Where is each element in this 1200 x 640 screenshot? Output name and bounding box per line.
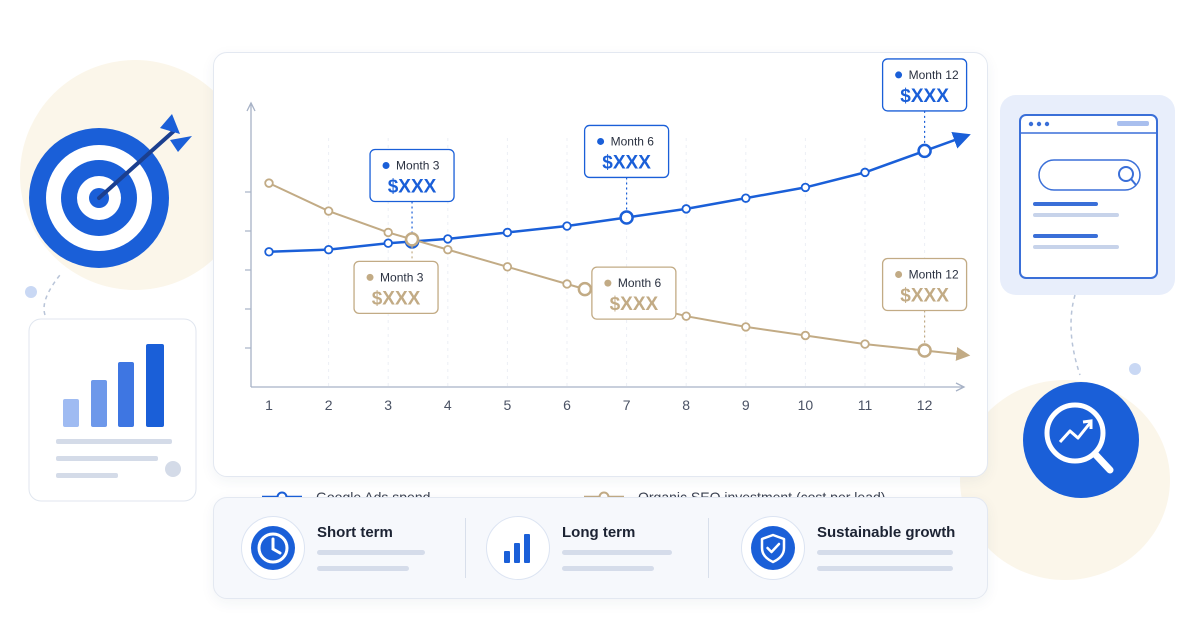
callout-box	[583, 124, 670, 179]
benefit-title: Long term	[562, 524, 636, 541]
data-point-ads	[502, 227, 513, 238]
callout-label: Month 6	[618, 276, 662, 290]
x-tick-label: 6	[563, 397, 571, 413]
target-arrow-icon	[29, 114, 192, 268]
growth-bar-chart-icon	[28, 318, 197, 502]
text-placeholder-line	[562, 550, 672, 555]
callout-value: $XXX	[610, 294, 659, 315]
benefits-card: Short term Long term Sustainable growth	[213, 497, 988, 599]
clock-icon	[241, 516, 305, 580]
data-point-seo	[860, 339, 870, 349]
callout-box	[881, 58, 968, 112]
x-tick-label: 2	[325, 397, 333, 413]
x-tick-label: 11	[858, 397, 873, 413]
benefit-long-term: Long term	[486, 516, 726, 580]
analytics-magnifier-icon	[1023, 382, 1139, 498]
data-point-seo	[681, 311, 691, 321]
y-axis-arrow	[246, 101, 256, 112]
callout-dot	[597, 137, 605, 145]
right-illustrations	[1000, 95, 1175, 498]
data-point-seo	[502, 262, 513, 272]
x-tick-label: 12	[917, 397, 933, 413]
data-point-ads	[741, 193, 751, 203]
x-tick-label: 5	[504, 397, 512, 413]
x-tick-label: 3	[384, 397, 392, 413]
data-point-seo	[323, 206, 334, 216]
data-point-ads	[383, 238, 393, 248]
data-point-ads	[562, 221, 572, 231]
callout-label: Month 12	[909, 268, 959, 282]
x-axis-arrow	[955, 382, 966, 392]
chart-card: 1 2 3 4 5 6 7 8 9 10 11 12 Month 3 $XXX Month 6 $XXX Mo…	[213, 52, 988, 505]
benefit-title: Short term	[317, 524, 393, 541]
text-placeholder-line	[817, 550, 953, 555]
callout-label: Month 6	[611, 134, 655, 148]
callout-box	[369, 148, 455, 203]
callout-label: Month 12	[909, 68, 959, 82]
callout-ads-month-6: Month 6 $XXX	[583, 124, 670, 225]
text-placeholder-line	[317, 550, 425, 555]
data-point-ads	[681, 204, 691, 214]
browser-search-icon	[1000, 95, 1175, 295]
x-tick-label: 4	[444, 397, 452, 413]
callout-seo-month-3: Month 3 $XXX	[353, 232, 439, 314]
callout-value: $XXX	[900, 286, 949, 307]
callout-highlight-point	[404, 232, 420, 247]
callout-ads-month-12: Month 12 $XXX	[881, 58, 968, 159]
callout-dot	[366, 273, 374, 281]
left-illustrations	[25, 114, 197, 502]
x-tick-label: 1	[265, 397, 273, 413]
data-point-seo	[383, 227, 393, 238]
x-tick-label: 9	[742, 397, 750, 413]
callout-label: Month 3	[380, 270, 424, 284]
text-placeholder-line	[817, 566, 953, 571]
data-point-seo	[562, 279, 572, 289]
callout-dot	[604, 279, 612, 287]
benefit-short-term: Short term	[241, 516, 481, 580]
data-point-seo	[443, 244, 453, 255]
callout-value: $XXX	[372, 288, 421, 309]
x-tick-label: 10	[798, 397, 814, 413]
callout-box	[591, 266, 677, 320]
callout-seo-month-12: Month 12 $XXX	[881, 257, 968, 358]
callout-highlight-point	[577, 281, 593, 297]
data-point-ads	[443, 234, 453, 244]
benefit-title: Sustainable growth	[817, 524, 956, 541]
callout-label: Month 3	[396, 158, 440, 172]
text-placeholder-line	[562, 566, 654, 571]
data-point-ads	[800, 182, 811, 193]
callout-box	[353, 260, 439, 314]
callout-box	[881, 257, 968, 312]
text-placeholder-line	[317, 566, 409, 571]
callout-highlight-point	[619, 210, 634, 225]
x-tick-label: 7	[623, 397, 631, 413]
data-point-seo	[741, 322, 751, 332]
divider	[708, 518, 709, 578]
callout-dot	[382, 161, 390, 169]
shield-check-icon	[741, 516, 805, 580]
data-point-seo	[800, 330, 811, 341]
divider	[465, 518, 466, 578]
callout-highlight-point	[917, 343, 932, 358]
callout-seo-month-6: Month 6 $XXX	[577, 266, 677, 320]
data-point-ads	[860, 167, 870, 178]
data-point-seo	[264, 178, 274, 188]
data-point-ads	[264, 247, 274, 257]
callout-value: $XXX	[900, 86, 949, 107]
data-point-ads	[323, 244, 334, 255]
callout-value: $XXX	[388, 176, 437, 197]
callout-dot	[895, 271, 903, 279]
callout-value: $XXX	[602, 152, 651, 173]
callout-dot	[895, 71, 903, 79]
callout-highlight-point	[917, 143, 932, 159]
benefit-sustainable-growth: Sustainable growth	[741, 516, 981, 580]
bar-chart-icon	[486, 516, 550, 580]
x-tick-label: 8	[682, 397, 690, 413]
